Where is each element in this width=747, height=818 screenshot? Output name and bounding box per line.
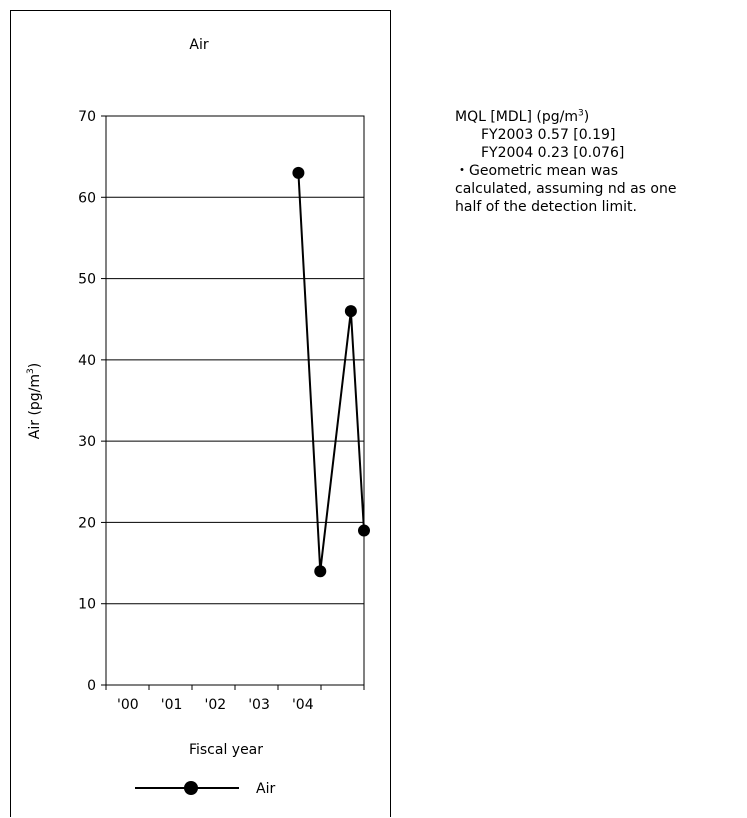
y-tick-label: 0	[87, 678, 96, 694]
x-tick-label: '03	[248, 697, 270, 713]
chart-title: Air	[189, 37, 208, 53]
legend-marker	[184, 781, 198, 795]
x-axis-label: Fiscal year	[189, 742, 263, 758]
fy2004-limits: FY2004 0.23 [0.076]	[481, 145, 625, 161]
mql-heading: MQL [MDL] (pg/m3)	[455, 108, 590, 125]
gridlines	[106, 196, 364, 605]
x-tick-label: '00	[117, 697, 139, 713]
plot-area	[105, 115, 365, 686]
x-tick-label: '01	[161, 697, 183, 713]
data-point	[314, 565, 327, 578]
x-tick-label: '04	[292, 697, 314, 713]
legend: Air	[135, 781, 275, 797]
y-tick-label: 20	[78, 515, 96, 531]
y-tick-label: 40	[78, 353, 96, 369]
data-point	[344, 305, 357, 318]
data-point	[358, 524, 370, 537]
y-tick-label: 60	[78, 190, 96, 206]
y-tick-label: 70	[78, 109, 96, 125]
y-axis-label: Air (pg/m3)	[26, 363, 43, 439]
series-air	[292, 166, 370, 578]
y-axis-ticks: 0 10 20 30 40 50 60 70	[78, 109, 106, 694]
notes-panel: MQL [MDL] (pg/m3) FY2003 0.57 [0.19] FY2…	[455, 108, 676, 216]
x-axis-ticks: '00 '01 '02 '03 '04	[105, 685, 365, 713]
x-tick-label: '02	[204, 697, 226, 713]
geometric-mean-note-line1: ・Geometric mean was	[455, 163, 619, 179]
y-tick-label: 10	[78, 597, 96, 613]
geometric-mean-note-line2: calculated, assuming nd as one	[455, 181, 677, 197]
data-point	[292, 166, 305, 179]
y-tick-label: 50	[78, 272, 96, 288]
geometric-mean-note-line3: half of the detection limit.	[455, 199, 637, 215]
legend-label: Air	[256, 781, 275, 797]
series-line	[297, 172, 365, 572]
chart-frame: Air 0 10 20 30 40 50 60 70 '00 '01 '02 '03 '04 Air …	[10, 10, 391, 817]
fy2003-limits: FY2003 0.57 [0.19]	[481, 127, 616, 143]
y-tick-label: 30	[78, 434, 96, 450]
air-line-chart: Air 0 10 20 30 40 50 60 70 '00 '01 '02 '03 '04 Air …	[26, 37, 370, 797]
